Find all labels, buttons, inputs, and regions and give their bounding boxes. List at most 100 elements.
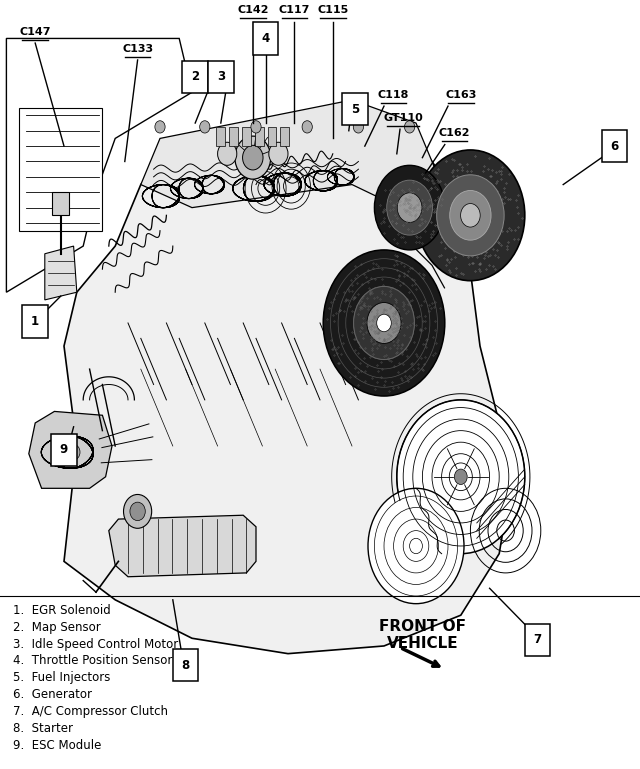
Point (360, 375, 370, 388)
Point (449, 224, 459, 236)
Point (449, 245, 459, 258)
Point (420, 185, 430, 198)
Point (339, 305, 349, 318)
Polygon shape (29, 411, 112, 488)
Point (493, 236, 503, 248)
Point (407, 279, 417, 291)
Point (340, 294, 351, 306)
Point (418, 271, 428, 284)
Point (424, 299, 434, 311)
Point (474, 211, 484, 224)
Point (402, 321, 412, 334)
Point (329, 341, 339, 354)
Point (328, 309, 338, 321)
Circle shape (454, 469, 467, 484)
Point (387, 288, 397, 300)
Point (451, 218, 461, 230)
Point (380, 332, 390, 345)
Point (454, 158, 464, 170)
Point (460, 220, 470, 232)
Bar (216, 127, 225, 146)
Point (426, 302, 436, 315)
Point (430, 205, 440, 217)
Point (434, 250, 444, 262)
Point (326, 296, 336, 308)
Point (367, 345, 377, 357)
Point (404, 370, 414, 382)
Point (379, 351, 389, 363)
Point (426, 182, 436, 195)
Point (451, 268, 461, 281)
Point (370, 327, 380, 339)
Point (403, 197, 413, 209)
Point (353, 336, 364, 348)
Point (367, 371, 378, 384)
Point (410, 209, 420, 221)
Point (429, 166, 440, 178)
Circle shape (387, 180, 433, 235)
Point (374, 331, 384, 344)
Point (497, 193, 508, 205)
Text: 1.  EGR Solenoid: 1. EGR Solenoid (13, 604, 111, 617)
Point (398, 198, 408, 211)
Point (457, 205, 467, 218)
Point (464, 217, 474, 229)
Point (404, 200, 415, 212)
Point (431, 218, 442, 231)
Point (353, 365, 364, 378)
Point (376, 321, 386, 334)
Point (398, 277, 408, 289)
Point (506, 224, 516, 236)
Point (483, 182, 493, 195)
Point (400, 236, 410, 248)
Point (400, 198, 410, 210)
Point (501, 177, 511, 189)
Point (433, 209, 443, 221)
Bar (602, 130, 627, 162)
Point (428, 177, 438, 189)
Text: 3.  Idle Speed Control Motor: 3. Idle Speed Control Motor (13, 638, 178, 651)
Point (406, 191, 417, 203)
Point (451, 205, 461, 217)
Point (371, 320, 381, 332)
Point (488, 180, 498, 192)
Point (494, 236, 504, 248)
Text: 7.  A/C Compressor Clutch: 7. A/C Compressor Clutch (13, 705, 168, 718)
Point (388, 307, 398, 319)
Point (458, 205, 468, 218)
Point (513, 221, 523, 233)
Point (405, 299, 415, 311)
Circle shape (374, 165, 445, 250)
Point (403, 193, 413, 205)
Point (372, 259, 383, 271)
Point (433, 215, 444, 227)
Point (449, 216, 460, 228)
Point (461, 209, 471, 221)
Point (369, 292, 380, 305)
Point (400, 195, 410, 208)
Point (449, 223, 459, 235)
Point (394, 268, 404, 281)
Point (378, 278, 388, 291)
Point (386, 281, 396, 294)
Circle shape (404, 121, 415, 133)
Point (470, 191, 481, 204)
Point (393, 273, 403, 285)
Text: 4: 4 (262, 32, 269, 45)
Point (368, 315, 378, 327)
Point (470, 202, 480, 215)
Point (367, 341, 378, 354)
Point (379, 332, 389, 345)
Point (355, 303, 365, 315)
Point (448, 170, 458, 182)
Point (362, 299, 372, 311)
Point (386, 300, 396, 312)
Point (440, 241, 451, 254)
Point (436, 198, 446, 210)
Point (401, 206, 411, 218)
Point (405, 199, 415, 211)
Point (380, 375, 390, 387)
Point (452, 173, 462, 185)
Point (464, 211, 474, 223)
Point (483, 241, 493, 254)
